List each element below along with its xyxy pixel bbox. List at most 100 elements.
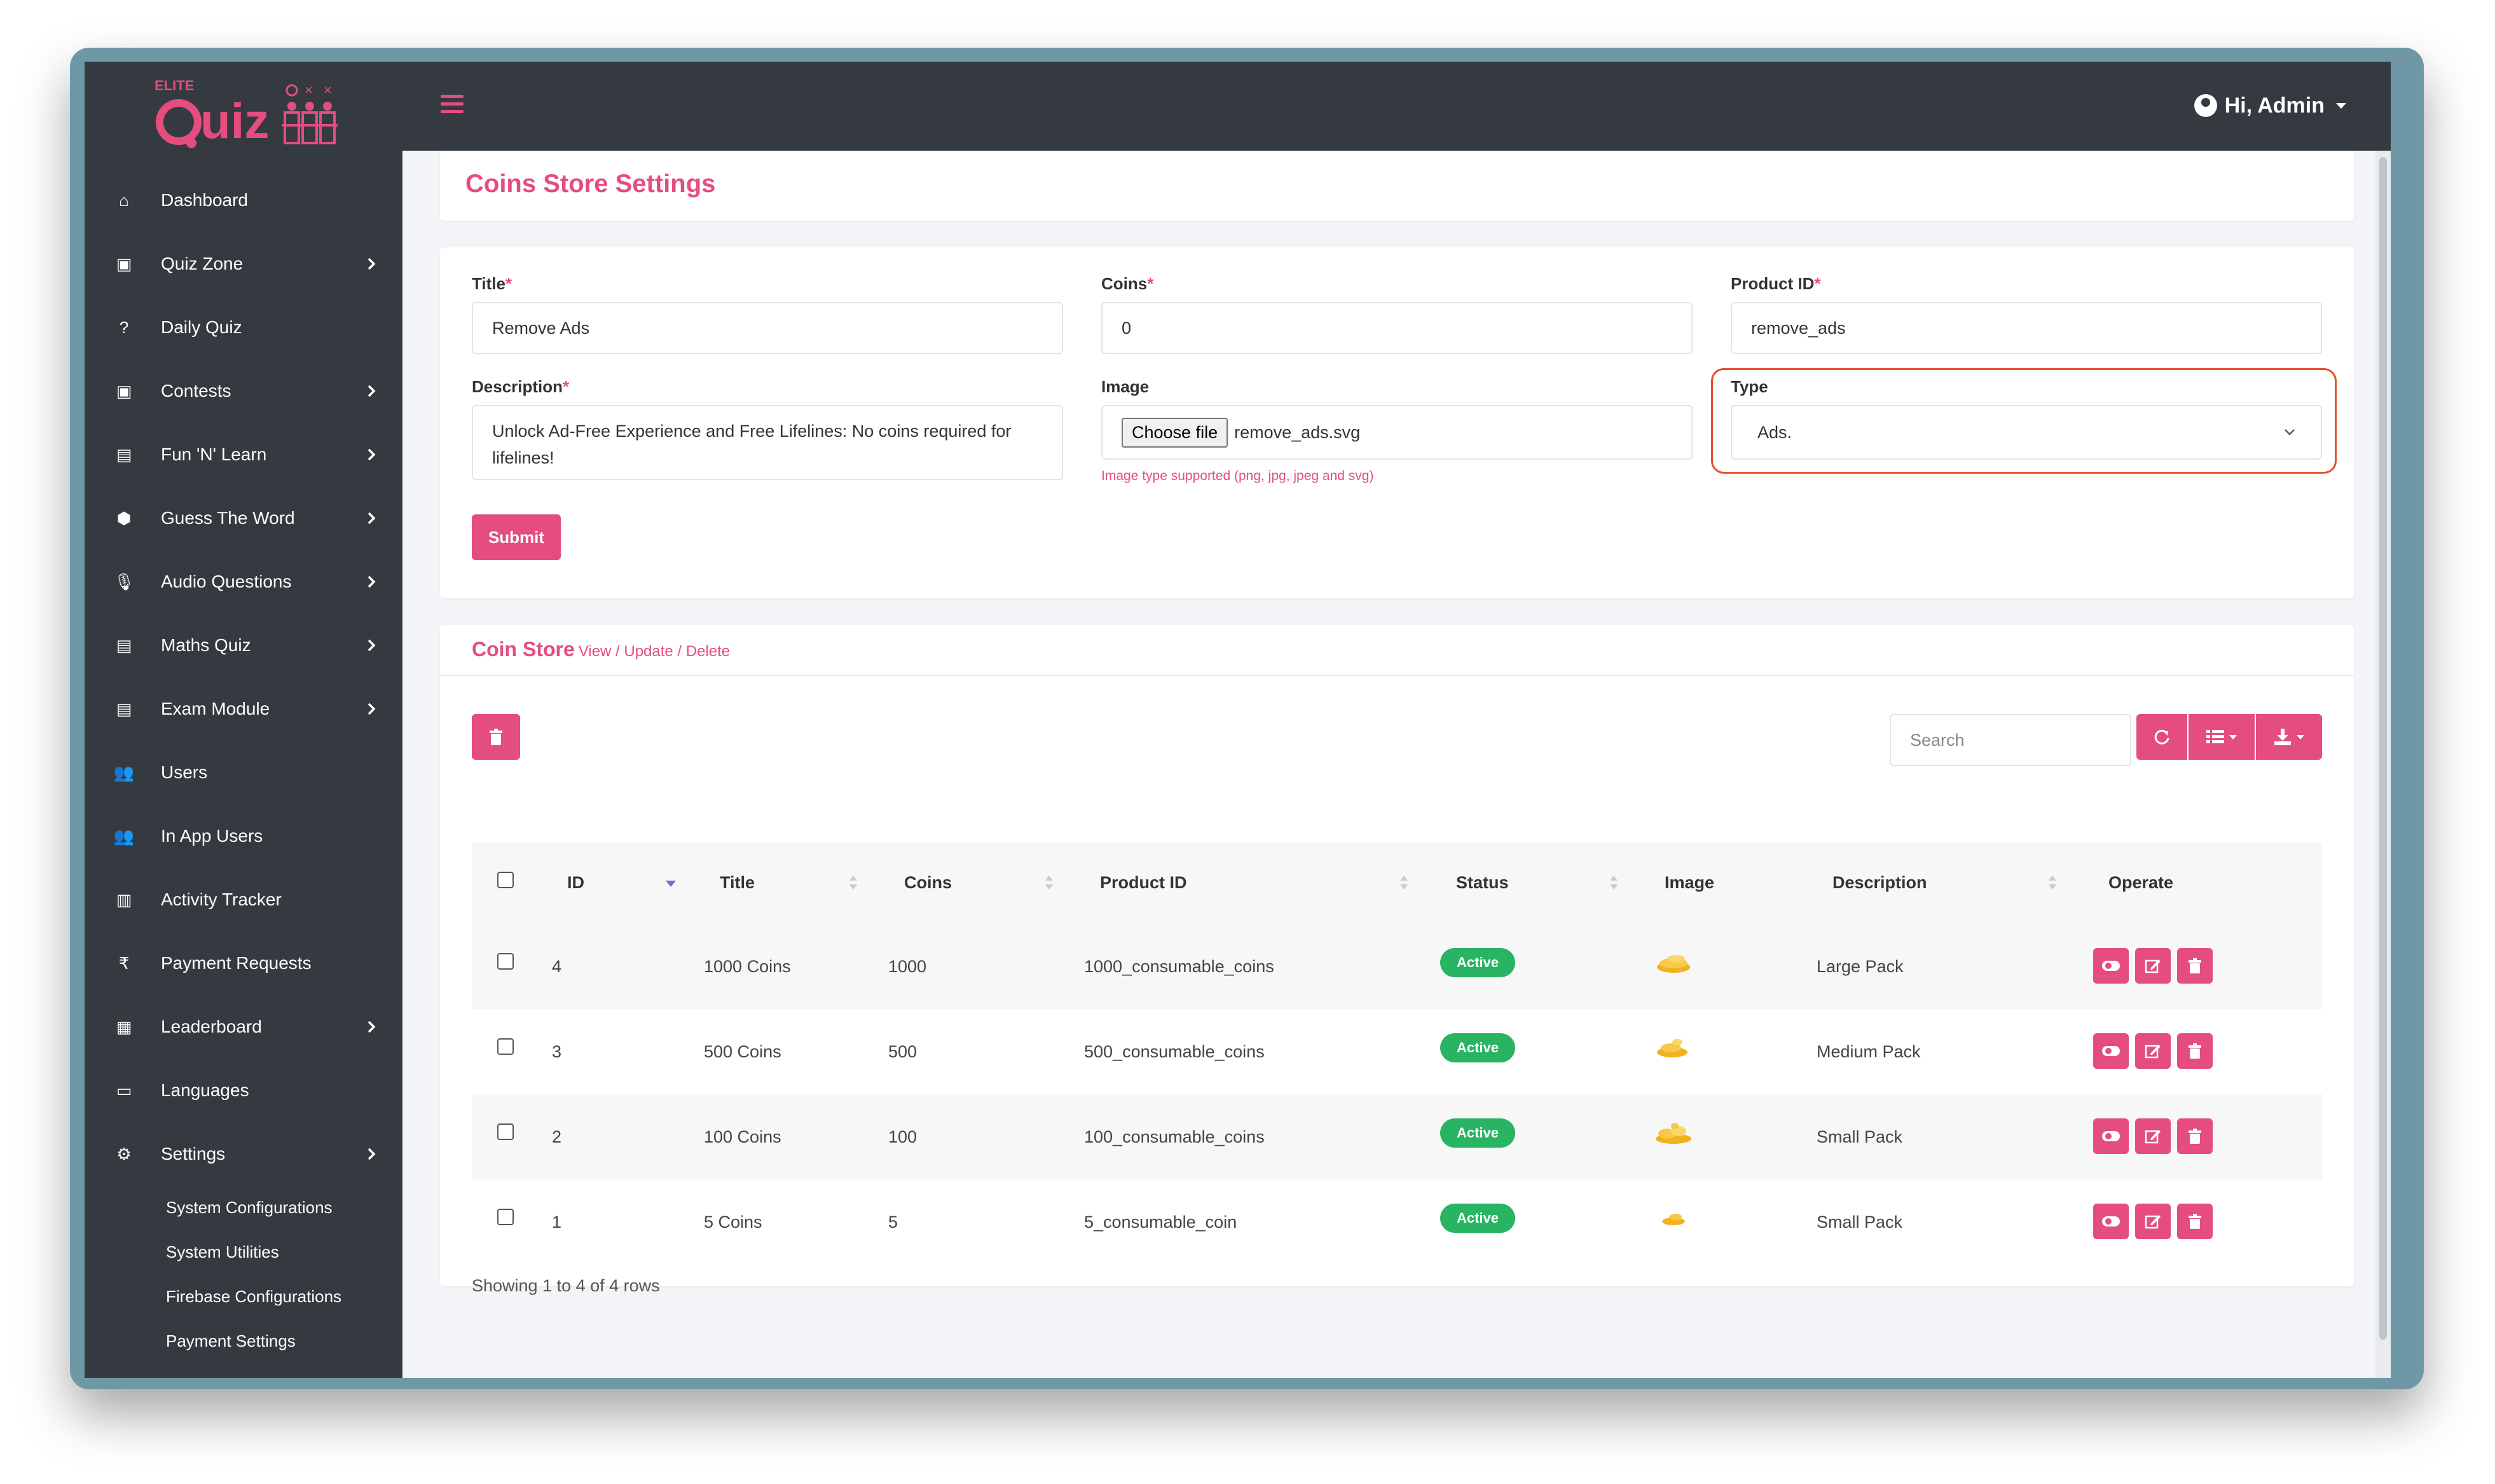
cell-id: 2	[552, 1127, 562, 1146]
elite-quiz-logo[interactable]: ELITE uiz × ×	[148, 74, 352, 154]
sort-icon[interactable]	[1045, 876, 1053, 890]
chevron-right-icon	[368, 1148, 376, 1160]
toggle-status-button[interactable]	[2093, 1118, 2129, 1154]
admin-menu[interactable]: Hi, Admin	[2194, 90, 2346, 121]
sidebar-subitem-system-utilities[interactable]: System Utilities	[166, 1242, 279, 1261]
refresh-button[interactable]	[2136, 714, 2187, 760]
toggle-icon	[2102, 961, 2120, 971]
table-search-input[interactable]: Search	[1890, 714, 2131, 766]
column-header-id[interactable]: ID	[567, 873, 584, 892]
sidebar-item-label: Dashboard	[161, 190, 248, 210]
columns-toggle-button[interactable]	[2189, 714, 2255, 760]
toggle-icon	[2102, 1131, 2120, 1141]
toggle-status-button[interactable]	[2093, 1204, 2129, 1239]
sidebar-item-languages[interactable]: ▭ Languages	[85, 1065, 402, 1116]
status-badge: Active	[1440, 948, 1516, 977]
sidebar: ELITE uiz × × ⌂ Dashboard ▣ Quiz Zone? Daily…	[85, 62, 402, 1378]
cell-product-id: 500_consumable_coins	[1084, 1042, 1265, 1061]
type-select[interactable]: Ads.	[1731, 405, 2322, 460]
sidebar-item-fun-n-learn[interactable]: ▤ Fun 'N' Learn	[85, 429, 402, 480]
cell-description: Large Pack	[1817, 957, 1904, 976]
sidebar-item-quiz-zone[interactable]: ▣ Quiz Zone	[85, 238, 402, 289]
edit-button[interactable]	[2135, 1033, 2171, 1069]
sidebar-item-label: Guess The Word	[161, 508, 295, 528]
submit-button[interactable]: Submit	[472, 514, 561, 560]
sidebar-subitem-payment-settings[interactable]: Payment Settings	[166, 1331, 296, 1350]
type-label: Type	[1731, 377, 1768, 396]
sidebar-item-users[interactable]: 👥 Users	[85, 747, 402, 798]
sidebar-item-exam-module[interactable]: ▤ Exam Module	[85, 684, 402, 734]
description-textarea[interactable]: Unlock Ad-Free Experience and Free Lifel…	[472, 405, 1063, 480]
sidebar-item-dashboard[interactable]: ⌂ Dashboard	[85, 175, 402, 226]
sidebar-item-label: Fun 'N' Learn	[161, 444, 267, 464]
sidebar-item-guess-the-word[interactable]: ⬢ Guess The Word	[85, 493, 402, 544]
column-header-product-id[interactable]: Product ID	[1100, 873, 1187, 892]
title-input[interactable]	[472, 302, 1063, 354]
image-file-input[interactable]: Choose file remove_ads.svg	[1101, 405, 1693, 460]
choose-file-button[interactable]: Choose file	[1122, 417, 1228, 448]
edit-button[interactable]	[2135, 1118, 2171, 1154]
microphone-icon: 🎙	[113, 572, 135, 591]
row-checkbox[interactable]	[497, 1038, 514, 1055]
sidebar-item-label: Daily Quiz	[161, 317, 242, 337]
cell-coins: 500	[888, 1042, 918, 1061]
column-header-title[interactable]: Title	[720, 873, 755, 892]
coins-input[interactable]	[1101, 302, 1693, 354]
users-icon: 👥	[113, 762, 135, 782]
chevron-right-icon	[368, 1020, 376, 1033]
column-header-status[interactable]: Status	[1456, 873, 1509, 892]
row-checkbox[interactable]	[497, 953, 514, 970]
edit-button[interactable]	[2135, 1204, 2171, 1239]
column-header-coins[interactable]: Coins	[904, 873, 952, 892]
select-all-checkbox[interactable]	[497, 872, 514, 888]
gift-icon: ▣	[116, 381, 132, 401]
product-id-input[interactable]	[1731, 302, 2322, 354]
sidebar-item-settings[interactable]: ⚙ Settings	[85, 1129, 402, 1179]
book-icon: ▤	[116, 444, 132, 464]
cog-icon: ⬢	[116, 508, 132, 528]
sidebar-item-payment-requests[interactable]: ₹ Payment Requests	[85, 938, 402, 989]
sidebar-item-activity-tracker[interactable]: ▥ Activity Tracker	[85, 874, 402, 925]
delete-button[interactable]	[2177, 1118, 2213, 1154]
toggle-status-button[interactable]	[2093, 1033, 2129, 1069]
title-label: Title*	[472, 274, 512, 293]
status-badge: Active	[1440, 1204, 1516, 1233]
refresh-icon	[2154, 729, 2169, 745]
sidebar-item-audio-questions[interactable]: 🎙 Audio Questions	[85, 556, 402, 607]
sort-icon[interactable]	[2049, 876, 2056, 890]
bulk-delete-button[interactable]	[472, 714, 520, 760]
sidebar-subitem-firebase-configurations[interactable]: Firebase Configurations	[166, 1286, 342, 1306]
cell-product-id: 1000_consumable_coins	[1084, 957, 1274, 976]
sidebar-item-daily-quiz[interactable]: ? Daily Quiz	[85, 302, 402, 353]
sidebar-item-maths-quiz[interactable]: ▤ Maths Quiz	[85, 620, 402, 671]
question-icon: ?	[119, 317, 129, 337]
toggle-status-button[interactable]	[2093, 948, 2129, 984]
type-highlight-outline	[1711, 368, 2337, 474]
sort-icon[interactable]	[1400, 876, 1408, 890]
scrollbar-thumb[interactable]	[2379, 157, 2387, 1340]
sidebar-item-in-app-users[interactable]: 👥 In App Users	[85, 811, 402, 862]
delete-button[interactable]	[2177, 948, 2213, 984]
edit-button[interactable]	[2135, 948, 2171, 984]
export-button[interactable]	[2256, 714, 2322, 760]
column-header-description[interactable]: Description	[1832, 873, 1927, 892]
sidebar-item-label: Activity Tracker	[161, 890, 282, 909]
row-checkbox[interactable]	[497, 1209, 514, 1225]
sidebar-item-leaderboard[interactable]: ▦ Leaderboard	[85, 1001, 402, 1052]
delete-button[interactable]	[2177, 1033, 2213, 1069]
sort-icon[interactable]	[849, 876, 857, 890]
cell-description: Small Pack	[1817, 1213, 1903, 1232]
cell-coins: 5	[888, 1213, 898, 1232]
description-label: Description*	[472, 377, 570, 396]
coins-label: Coins*	[1101, 274, 1154, 293]
sidebar-subitem-system-configurations[interactable]: System Configurations	[166, 1197, 333, 1217]
sort-desc-icon[interactable]	[666, 881, 676, 887]
image-type-hint: Image type supported (png, jpg, jpeg and…	[1101, 469, 1374, 483]
sort-icon[interactable]	[1610, 876, 1618, 890]
sidebar-item-contests[interactable]: ▣ Contests	[85, 366, 402, 416]
user-circle-icon	[2194, 94, 2217, 117]
row-checkbox[interactable]	[497, 1123, 514, 1140]
delete-button[interactable]	[2177, 1204, 2213, 1239]
menu-toggle-icon[interactable]	[441, 95, 464, 114]
coin-image	[1656, 1123, 1691, 1144]
